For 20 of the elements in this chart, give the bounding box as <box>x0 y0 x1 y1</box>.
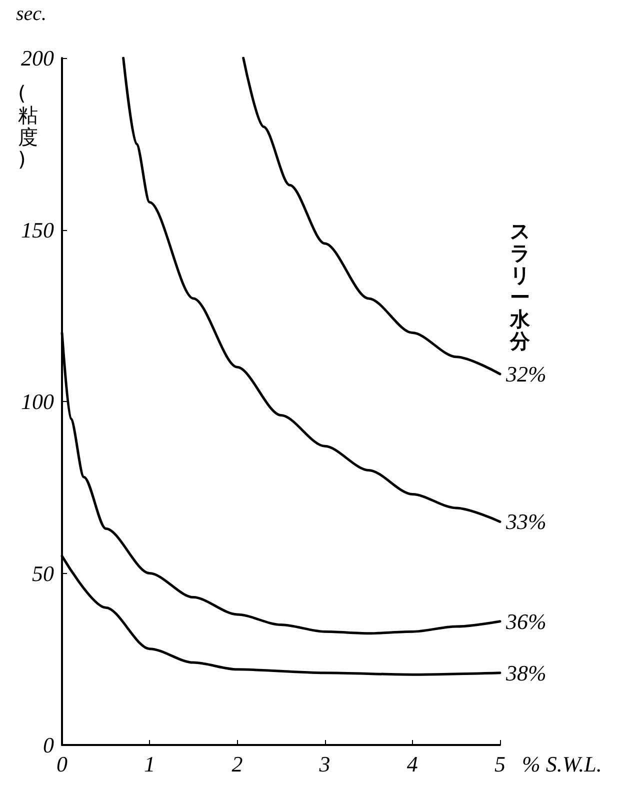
y-tick-label: 200 <box>21 46 54 70</box>
line-series <box>122 56 502 523</box>
y-tick-label: 100 <box>21 389 54 414</box>
y-tick-label: 0 <box>43 732 54 758</box>
legend-title: スラリー水分 <box>509 219 531 353</box>
series-label: 36% <box>505 608 546 634</box>
x-axis-title: % S.W.L. <box>522 752 602 776</box>
x-tick-label: 4 <box>406 752 418 776</box>
x-tick-label: 2 <box>232 752 243 776</box>
y-tick-label: 150 <box>21 217 54 242</box>
y-tick-label: 50 <box>32 560 54 586</box>
text: sec. <box>16 3 47 25</box>
x-tick-label: 3 <box>318 752 330 776</box>
series-label: 33% <box>505 509 546 534</box>
x-tick-label: 5 <box>494 752 506 776</box>
y-axis-title: (粘度) <box>18 81 38 171</box>
x-tick-label: 1 <box>144 752 156 776</box>
series-label: 38% <box>505 660 546 686</box>
series-label: 32% <box>505 362 546 387</box>
line-series <box>242 56 502 376</box>
